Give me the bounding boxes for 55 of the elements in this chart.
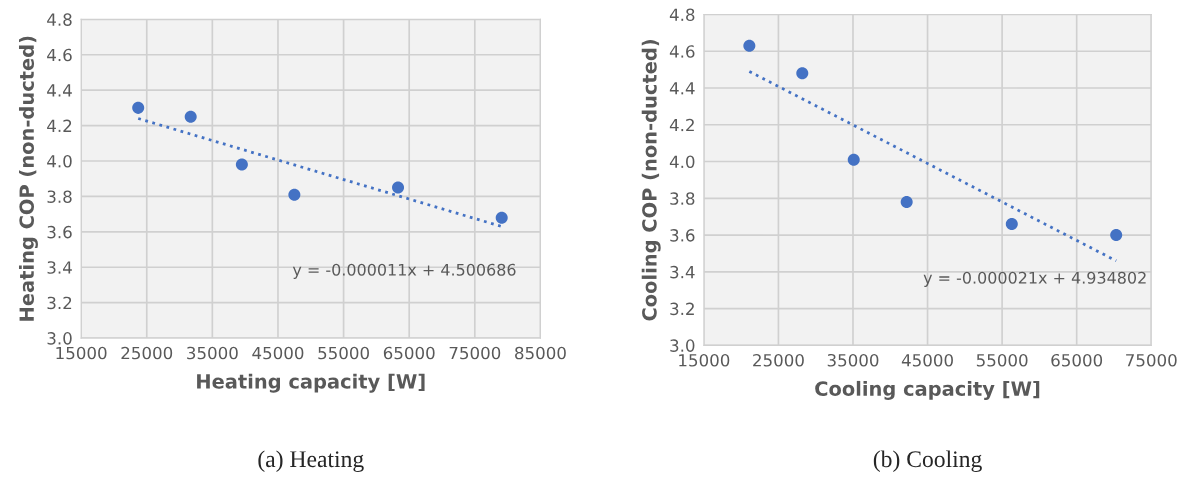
x-tick-label: 45000 <box>901 353 953 367</box>
y-tick-label: 3.4 <box>670 265 695 279</box>
y-tick-label: 4.2 <box>47 119 72 132</box>
y-tick-label: 4.0 <box>669 155 695 169</box>
point <box>900 195 913 208</box>
x-tick-label: 55000 <box>976 353 1028 367</box>
y-tick-label: 3.2 <box>47 296 72 310</box>
point <box>132 101 145 114</box>
y-tick-label: 3.6 <box>670 229 695 242</box>
x-axis-title: Heating capacity [W] <box>197 373 425 393</box>
x-tick-label: 75000 <box>449 346 501 360</box>
y-axis-title: Cooling COP (non-ducted) <box>641 39 661 321</box>
point <box>1005 218 1018 231</box>
point <box>288 188 301 201</box>
x-tick-label: 35000 <box>187 346 238 360</box>
y-tick-label: 3.2 <box>670 302 694 316</box>
y-tick-label: 3.0 <box>670 339 695 352</box>
x-axis-title: Cooling capacity [W] <box>815 380 1040 400</box>
y-axis-title: Heating COP (non-ducted) <box>18 36 38 321</box>
point <box>743 39 756 52</box>
point <box>495 211 508 224</box>
text: (a) Heating <box>258 450 364 472</box>
point <box>184 110 197 123</box>
y-tick-label: 3.4 <box>47 261 72 274</box>
y-tick-label: 3.8 <box>47 190 72 203</box>
x-tick-label: 15000 <box>56 346 107 360</box>
x-tick-label: 75000 <box>1126 353 1177 367</box>
annotation: y = -0.000021x + 4.934802 <box>923 271 1146 287</box>
x-tick-label: 45000 <box>252 346 304 360</box>
y-tick-label: 3.8 <box>670 192 695 205</box>
y-tick-label: 3.0 <box>47 332 72 345</box>
x-tick-label: 25000 <box>121 346 173 360</box>
x-tick-label: 55000 <box>318 346 369 360</box>
x-tick-label: 35000 <box>827 353 879 367</box>
y-tick-label: 4.4 <box>669 82 695 95</box>
y-tick-label: 4.6 <box>47 48 72 62</box>
point <box>235 158 248 171</box>
x-tick-label: 25000 <box>753 353 804 367</box>
y-tick-label: 4.0 <box>47 154 72 168</box>
y-tick-label: 4.8 <box>47 13 72 26</box>
x-tick-label: 85000 <box>515 346 566 360</box>
point <box>1110 229 1123 242</box>
text: (b) Cooling <box>873 450 982 472</box>
y-tick-label: 4.8 <box>669 8 695 22</box>
x-tick-label: 15000 <box>679 353 730 367</box>
y-tick-label: 4.6 <box>669 45 695 58</box>
y-tick-label: 4.4 <box>47 84 72 97</box>
point <box>392 181 405 194</box>
x-tick-label: 65000 <box>383 346 435 360</box>
point <box>847 153 860 166</box>
x-tick-label: 65000 <box>1051 353 1103 367</box>
y-tick-label: 3.6 <box>47 225 72 239</box>
point <box>796 67 809 80</box>
y-tick-label: 4.2 <box>669 118 694 132</box>
annotation: y = -0.000011x + 4.500686 <box>292 263 516 279</box>
